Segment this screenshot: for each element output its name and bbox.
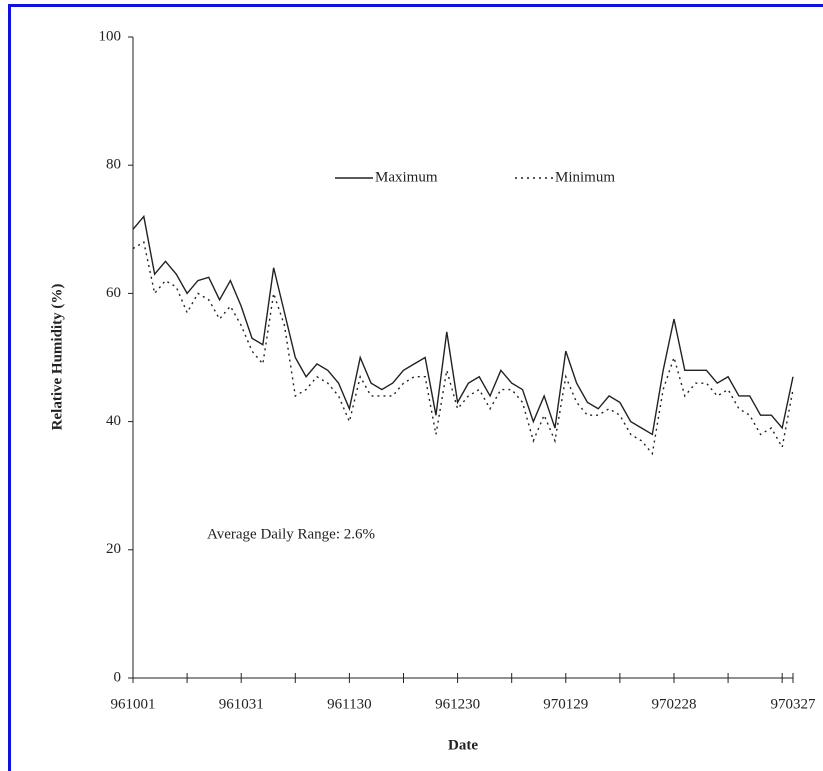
x-tick-label: 970228 [651,696,696,712]
x-tick-label: 961230 [435,696,480,712]
x-axis-label: Date [448,737,478,753]
x-tick-label: 970129 [543,696,588,712]
y-tick-label: 40 [106,413,121,429]
series-line [132,241,794,456]
series-line [132,214,794,436]
x-tick-label: 970327 [771,696,817,712]
x-tick-label: 961001 [111,696,156,712]
y-tick-label: 100 [99,28,122,44]
legend-label: Minimum [555,169,615,185]
y-axis-label: Relative Humidity (%) [49,284,65,431]
annotation: Average Daily Range: 2.6% [207,526,375,542]
y-tick-label: 0 [114,669,122,685]
frame [8,4,823,771]
y-tick-label: 80 [106,157,121,173]
x-tick-label: 961031 [219,696,264,712]
legend-label: Maximum [375,169,438,185]
x-tick-label: 961130 [327,696,371,712]
y-tick-label: 20 [106,541,121,557]
y-tick-label: 60 [106,285,121,301]
